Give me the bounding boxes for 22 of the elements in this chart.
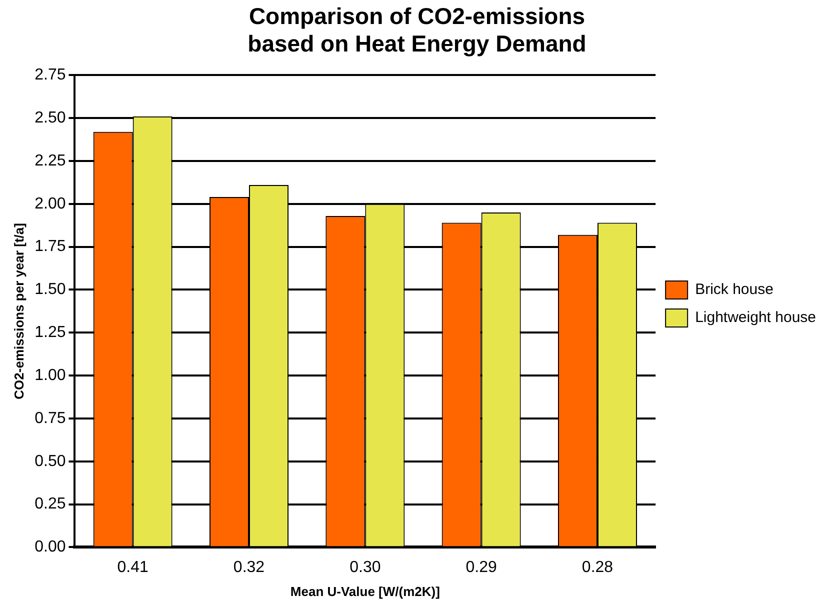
y-tick-label: 0.25: [34, 496, 66, 513]
y-tick-label: 2.25: [34, 152, 66, 170]
x-tick-label: 0.30: [350, 559, 381, 576]
legend-label: Brick house: [695, 281, 774, 298]
x-axis-title: Mean U-Value [W/(m2K)]: [290, 584, 440, 599]
y-tick-label: 0.75: [34, 410, 66, 427]
x-tick-label: 0.28: [582, 559, 614, 576]
x-tick-label: 0.29: [466, 559, 497, 576]
chart-title: Comparison of CO2-emissions based on Heat Energy Demand: [248, 3, 586, 57]
y-tick-label: 1.00: [34, 366, 66, 384]
x-tick-label: 0.32: [233, 559, 265, 576]
y-tick-label: 0.00: [34, 538, 66, 556]
x-tick-label: 0.41: [117, 559, 148, 576]
y-tick-label: 2.75: [34, 66, 66, 84]
y-tick-label: 2.00: [34, 195, 66, 212]
y-tick-label: 1.25: [34, 324, 66, 342]
y-tick-label: 1.75: [34, 238, 66, 256]
legend-label: Lightweight house: [695, 309, 816, 326]
y-tick-label: 0.50: [34, 452, 66, 470]
y-tick-label: 1.50: [34, 281, 66, 298]
y-axis-title: CO2-emissions per year [t/a]: [11, 223, 26, 400]
y-tick-label: 2.50: [34, 110, 66, 127]
